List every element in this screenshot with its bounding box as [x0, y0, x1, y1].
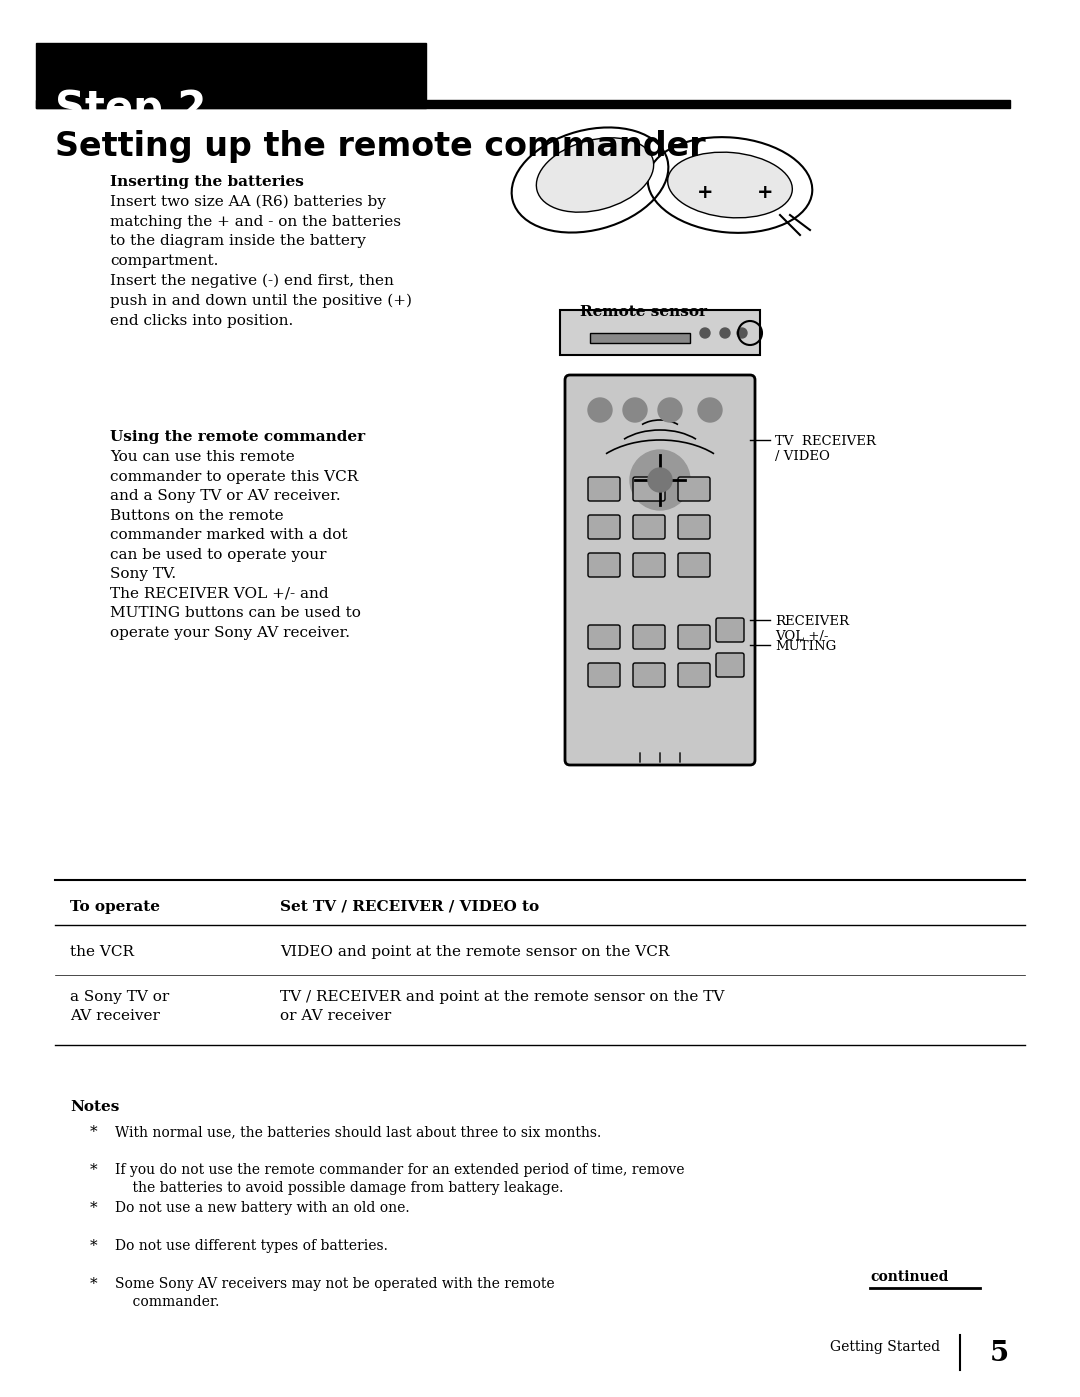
FancyBboxPatch shape	[565, 374, 755, 766]
Circle shape	[698, 398, 723, 422]
Text: *: *	[90, 1277, 97, 1291]
Text: *: *	[90, 1239, 97, 1253]
Text: *: *	[90, 1125, 97, 1139]
Text: Setting up the remote commander: Setting up the remote commander	[55, 130, 705, 163]
FancyBboxPatch shape	[588, 515, 620, 539]
Text: +: +	[697, 183, 713, 203]
Text: You can use this remote
commander to operate this VCR
and a Sony TV or AV receiv: You can use this remote commander to ope…	[110, 450, 361, 640]
FancyBboxPatch shape	[588, 624, 620, 650]
FancyBboxPatch shape	[678, 553, 710, 577]
FancyBboxPatch shape	[633, 553, 665, 577]
FancyBboxPatch shape	[633, 476, 665, 502]
Text: TV / RECEIVER and point at the remote sensor on the TV
or AV receiver: TV / RECEIVER and point at the remote se…	[280, 990, 725, 1024]
FancyBboxPatch shape	[633, 624, 665, 650]
Text: the VCR: the VCR	[70, 944, 134, 958]
Circle shape	[737, 328, 747, 338]
Bar	[590, 332, 690, 344]
FancyBboxPatch shape	[678, 664, 710, 687]
FancyBboxPatch shape	[678, 624, 710, 650]
Text: VIDEO and point at the remote sensor on the VCR: VIDEO and point at the remote sensor on …	[280, 944, 670, 958]
FancyBboxPatch shape	[633, 515, 665, 539]
Text: Do not use different types of batteries.: Do not use different types of batteries.	[114, 1239, 388, 1253]
Text: Do not use a new battery with an old one.: Do not use a new battery with an old one…	[114, 1201, 409, 1215]
Text: To operate: To operate	[70, 900, 160, 914]
Text: *: *	[90, 1201, 97, 1215]
Text: *: *	[90, 1162, 97, 1178]
Text: With normal use, the batteries should last about three to six months.: With normal use, the batteries should la…	[114, 1125, 602, 1139]
FancyBboxPatch shape	[588, 664, 620, 687]
FancyBboxPatch shape	[588, 476, 620, 502]
Text: Some Sony AV receivers may not be operated with the remote
    commander.: Some Sony AV receivers may not be operat…	[114, 1277, 555, 1309]
Text: Getting Started: Getting Started	[829, 1340, 940, 1354]
Text: Notes: Notes	[70, 1099, 120, 1113]
Circle shape	[720, 328, 730, 338]
Text: Step 2: Step 2	[55, 88, 206, 130]
Text: RECEIVER
VOL +/-: RECEIVER VOL +/-	[775, 615, 849, 643]
Text: a Sony TV or
AV receiver: a Sony TV or AV receiver	[70, 990, 170, 1024]
Text: Insert two size AA (R6) batteries by
matching the + and - on the batteries
to th: Insert two size AA (R6) batteries by mat…	[110, 196, 411, 327]
Text: Remote sensor: Remote sensor	[580, 305, 707, 319]
FancyBboxPatch shape	[588, 553, 620, 577]
FancyBboxPatch shape	[678, 476, 710, 502]
Text: Set TV / RECEIVER / VIDEO to: Set TV / RECEIVER / VIDEO to	[280, 900, 539, 914]
Text: continued: continued	[870, 1270, 948, 1284]
Text: Inserting the batteries: Inserting the batteries	[110, 175, 303, 189]
Ellipse shape	[667, 152, 793, 218]
Text: +: +	[757, 183, 773, 203]
Circle shape	[588, 398, 612, 422]
FancyBboxPatch shape	[678, 515, 710, 539]
Circle shape	[700, 328, 710, 338]
Circle shape	[623, 398, 647, 422]
Bar	[561, 310, 760, 355]
Text: Using the remote commander: Using the remote commander	[110, 430, 365, 444]
FancyBboxPatch shape	[633, 664, 665, 687]
Bar	[36, 43, 426, 108]
Text: MUTING: MUTING	[775, 640, 836, 652]
Text: If you do not use the remote commander for an extended period of time, remove
  : If you do not use the remote commander f…	[114, 1162, 685, 1196]
Circle shape	[658, 398, 681, 422]
Circle shape	[648, 468, 672, 492]
FancyBboxPatch shape	[716, 652, 744, 678]
Text: TV  RECEIVER
/ VIDEO: TV RECEIVER / VIDEO	[775, 434, 876, 462]
Circle shape	[630, 450, 690, 510]
Ellipse shape	[537, 138, 653, 212]
Bar	[36, 101, 1010, 108]
FancyBboxPatch shape	[716, 617, 744, 643]
Text: 5: 5	[990, 1340, 1009, 1368]
